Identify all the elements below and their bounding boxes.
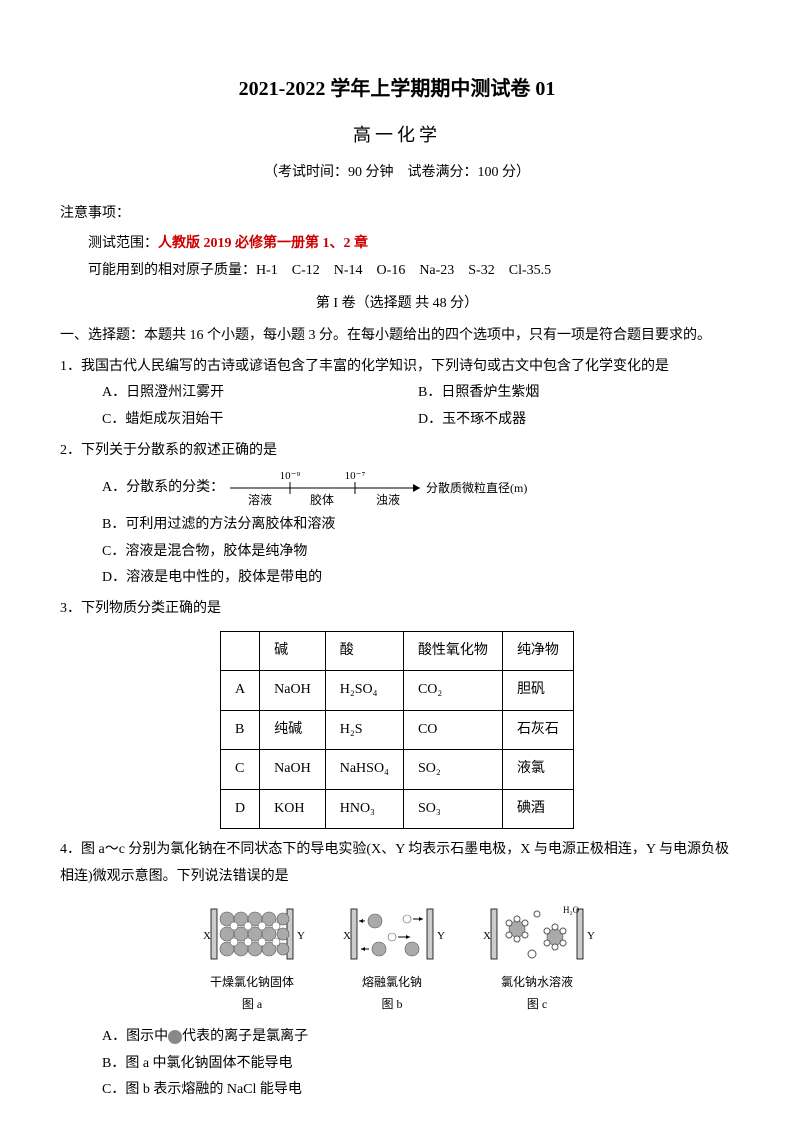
q3-stem: 3．下列物质分类正确的是 (60, 596, 734, 623)
cell: 胆矾 (502, 671, 573, 711)
q4-options: A．图示中代表的离子是氯离子 B．图 a 中氯化钠固体不能导电 C．图 b 表示… (60, 1024, 734, 1104)
fig-a-sub: 图 a (197, 993, 307, 1016)
cell: SO₂ (403, 750, 502, 790)
fig-b-sub: 图 b (337, 993, 447, 1016)
exam-info: （考试时间：90 分钟 试卷满分：100 分） (60, 160, 734, 187)
svg-text:10⁻⁹: 10⁻⁹ (280, 470, 301, 482)
th-base: 碱 (260, 631, 326, 671)
cell: NaOH (260, 671, 326, 711)
test-scope: 测试范围：人教版 2019 必修第一册第 1、2 章 (60, 231, 734, 258)
q2-options-rest: B．可利用过滤的方法分离胶体和溶液 C．溶液是混合物，胶体是纯净物 D．溶液是电… (60, 512, 734, 592)
th-blank (221, 631, 260, 671)
q2-opt-a: A．分散系的分类： (102, 475, 224, 502)
cell: NaHSO₄ (325, 750, 403, 790)
cell: H₂S (325, 710, 403, 750)
table-header-row: 碱 酸 酸性氧化物 纯净物 (221, 631, 574, 671)
q4-opt-c: C．图 b 表示熔融的 NaCl 能导电 (102, 1077, 734, 1104)
part1-intro: 一、选择题：本题共 16 个小题，每小题 3 分。在每小题给出的四个选项中，只有… (60, 323, 734, 350)
cell: D (221, 789, 260, 829)
q4-a-prefix: A．图示中 (102, 1029, 168, 1044)
q1-opt-a: A．日照澄州江雾开 (102, 380, 418, 407)
figure-a: X Y 干燥氯化钠固体 图 a (197, 899, 307, 1017)
table-row: C NaOH NaHSO₄ SO₂ 液氯 (221, 750, 574, 790)
q1-opt-b: B．日照香炉生紫烟 (418, 380, 734, 407)
q2-opt-b: B．可利用过滤的方法分离胶体和溶液 (102, 512, 734, 539)
svg-text:Y: Y (437, 930, 445, 942)
q2-stem: 2．下列关于分散系的叙述正确的是 (60, 438, 734, 465)
fig-c-label: 氯化钠水溶液 (477, 971, 597, 994)
cell: CO (403, 710, 502, 750)
q2-opt-d: D．溶液是电中性的，胶体是带电的 (102, 565, 734, 592)
q1-options: A．日照澄州江雾开 B．日照香炉生紫烟 C．蜡炬成灰泪始干 D．玉不琢不成器 (60, 380, 734, 433)
th-acid: 酸 (325, 631, 403, 671)
gray-ion-icon (168, 1030, 182, 1044)
cell: SO₃ (403, 789, 502, 829)
cell: HNO₃ (325, 789, 403, 829)
q4-opt-b: B．图 a 中氯化钠固体不能导电 (102, 1051, 734, 1078)
page-title: 2021-2022 学年上学期期中测试卷 01 (60, 70, 734, 108)
q2-opt-c: C．溶液是混合物，胶体是纯净物 (102, 539, 734, 566)
svg-text:溶液: 溶液 (248, 492, 272, 507)
svg-text:Y: Y (587, 930, 595, 942)
dispersion-diagram: 10⁻⁹ 10⁻⁷ 溶液 胶体 浊液 分散质微粒直径(m) (230, 468, 550, 508)
cell: A (221, 671, 260, 711)
fig-c-sub: 图 c (477, 993, 597, 1016)
q1-opt-d: D．玉不琢不成器 (418, 407, 734, 434)
th-oxide: 酸性氧化物 (403, 631, 502, 671)
table-row: A NaOH H₂SO₄ CO₂ 胆矾 (221, 671, 574, 711)
q4-a-suffix: 代表的离子是氯离子 (182, 1029, 308, 1044)
svg-text:X: X (343, 930, 351, 942)
scope-red: 人教版 2019 必修第一册第 1、2 章 (158, 236, 368, 251)
svg-text:浊液: 浊液 (376, 492, 400, 507)
cell: C (221, 750, 260, 790)
page-subtitle: 高一化学 (60, 118, 734, 152)
svg-text:Y: Y (297, 930, 305, 942)
svg-text:10⁻⁷: 10⁻⁷ (345, 470, 366, 482)
figure-c: X Y H₂O 氯化钠水溶液 图 c (477, 899, 597, 1017)
svg-text:H₂O: H₂O (563, 905, 580, 915)
scope-prefix: 测试范围： (88, 236, 158, 251)
notes-header: 注意事项： (60, 201, 734, 228)
figure-b: X Y 熔融氯化钠 图 b (337, 899, 447, 1017)
th-pure: 纯净物 (502, 631, 573, 671)
cell: 液氯 (502, 750, 573, 790)
svg-text:分散质微粒直径(m): 分散质微粒直径(m) (426, 480, 527, 495)
cell: 纯碱 (260, 710, 326, 750)
cell: KOH (260, 789, 326, 829)
q2-opt-a-row: A．分散系的分类： 10⁻⁹ 10⁻⁷ 溶液 胶体 浊液 分散质微粒直径(m) (60, 468, 734, 508)
cell: CO₂ (403, 671, 502, 711)
atomic-mass: 可能用到的相对原子质量：H-1 C-12 N-14 O-16 Na-23 S-3… (60, 258, 734, 285)
svg-text:X: X (203, 930, 211, 942)
q4-stem: 4．图 a～c 分别为氯化钠在不同状态下的导电实验(X、Y 均表示石墨电极，X … (60, 837, 734, 890)
q4-figures: X Y 干燥氯化钠固体 图 a X Y (60, 899, 734, 1017)
q1-opt-c: C．蜡炬成灰泪始干 (102, 407, 418, 434)
svg-text:胶体: 胶体 (310, 492, 334, 507)
cell: H₂SO₄ (325, 671, 403, 711)
cell: NaOH (260, 750, 326, 790)
q1-stem: 1．我国古代人民编写的古诗或谚语包含了丰富的化学知识，下列诗句或古文中包含了化学… (60, 354, 734, 381)
cell: B (221, 710, 260, 750)
fig-a-label: 干燥氯化钠固体 (197, 971, 307, 994)
table-row: D KOH HNO₃ SO₃ 碘酒 (221, 789, 574, 829)
table-row: B 纯碱 H₂S CO 石灰石 (221, 710, 574, 750)
fig-b-label: 熔融氯化钠 (337, 971, 447, 994)
cell: 碘酒 (502, 789, 573, 829)
svg-text:X: X (483, 930, 491, 942)
section-title: 第 I 卷（选择题 共 48 分） (60, 291, 734, 318)
q3-table: 碱 酸 酸性氧化物 纯净物 A NaOH H₂SO₄ CO₂ 胆矾 B 纯碱 H… (220, 631, 574, 830)
cell: 石灰石 (502, 710, 573, 750)
q4-opt-a: A．图示中代表的离子是氯离子 (102, 1024, 734, 1051)
